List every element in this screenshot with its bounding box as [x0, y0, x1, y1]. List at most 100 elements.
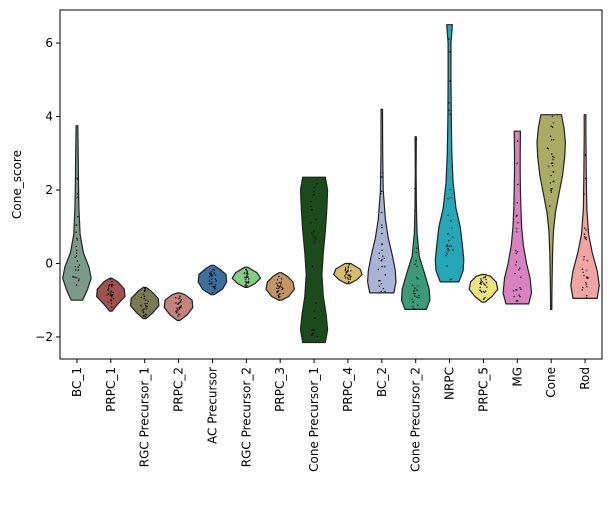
data-point	[145, 305, 147, 307]
data-point	[276, 284, 279, 286]
data-point	[145, 299, 147, 301]
data-point	[77, 216, 79, 218]
data-point	[448, 239, 450, 242]
data-point	[244, 280, 247, 283]
data-point	[347, 281, 349, 283]
data-point	[381, 249, 383, 251]
data-point	[414, 210, 416, 212]
data-point	[345, 273, 347, 275]
x-tick-label: NRPC	[443, 367, 457, 400]
data-point	[211, 275, 213, 277]
x-tick-label: PRPC_1	[104, 367, 118, 412]
data-point	[547, 165, 550, 168]
data-point	[550, 125, 552, 127]
data-point	[381, 226, 383, 229]
data-point	[280, 278, 283, 280]
data-point	[313, 235, 315, 237]
data-point	[416, 265, 418, 268]
data-point	[180, 299, 183, 301]
y-tick-label: 6	[45, 36, 53, 50]
data-point	[140, 304, 142, 306]
data-point	[482, 290, 485, 293]
data-point	[276, 291, 278, 293]
data-point	[452, 249, 454, 251]
x-tick-label: PRPC_3	[273, 367, 287, 412]
data-point	[516, 227, 518, 230]
data-point	[109, 278, 112, 280]
data-point	[208, 280, 211, 282]
data-point	[281, 288, 283, 291]
data-point	[381, 176, 383, 178]
data-point	[75, 231, 77, 233]
data-point	[313, 329, 315, 331]
data-point	[142, 293, 145, 296]
data-point	[414, 263, 416, 265]
data-point	[313, 242, 316, 244]
data-point	[378, 280, 380, 282]
data-point	[75, 255, 78, 257]
y-tick-label: 2	[45, 183, 53, 197]
data-point	[518, 294, 520, 296]
data-point	[551, 162, 554, 164]
data-point	[76, 193, 79, 195]
data-point	[479, 282, 481, 285]
data-point	[450, 220, 452, 222]
data-point	[175, 311, 178, 313]
data-point	[76, 239, 78, 241]
data-point	[585, 229, 587, 231]
data-point	[449, 113, 452, 115]
data-point	[247, 276, 249, 278]
data-point	[346, 270, 349, 272]
data-point	[584, 237, 586, 239]
data-point	[515, 261, 518, 263]
data-point	[448, 109, 450, 112]
data-point	[143, 308, 145, 310]
data-point	[583, 274, 585, 277]
data-point	[315, 219, 317, 221]
data-point	[112, 291, 114, 294]
data-point	[78, 278, 80, 280]
data-point	[480, 278, 482, 280]
data-point	[516, 162, 518, 164]
data-point	[178, 298, 180, 300]
data-point	[415, 276, 418, 279]
x-tick-label: BC_1	[70, 367, 84, 397]
data-point	[447, 233, 449, 235]
x-tick-label: AC Precursor	[205, 367, 219, 444]
violin-nrpc	[434, 24, 465, 283]
data-point	[552, 165, 554, 167]
data-point	[178, 302, 180, 304]
data-point	[550, 139, 553, 141]
data-point	[587, 276, 589, 279]
data-point	[414, 292, 416, 295]
data-point	[413, 290, 415, 292]
data-point	[519, 267, 521, 269]
data-point	[517, 221, 519, 224]
x-tick-label: BC_2	[375, 367, 389, 397]
data-point	[382, 287, 385, 290]
data-point	[311, 329, 313, 331]
data-point	[311, 334, 313, 336]
data-point	[381, 265, 383, 268]
data-point	[179, 295, 181, 297]
data-point	[144, 313, 147, 315]
data-point	[179, 301, 182, 303]
data-point	[143, 297, 145, 300]
data-point	[379, 280, 381, 282]
data-point	[553, 180, 555, 182]
data-point	[516, 140, 519, 142]
violin-rod	[570, 114, 600, 299]
data-point	[520, 288, 522, 290]
data-point	[313, 186, 315, 188]
data-point	[112, 298, 115, 300]
data-point	[141, 309, 144, 312]
data-point	[78, 264, 81, 266]
points-layer	[72, 38, 589, 338]
data-point	[417, 304, 419, 306]
data-point	[208, 276, 210, 278]
data-point	[111, 293, 114, 296]
data-point	[74, 266, 76, 268]
data-point	[244, 278, 247, 281]
data-point	[447, 214, 449, 217]
data-point	[213, 286, 215, 288]
